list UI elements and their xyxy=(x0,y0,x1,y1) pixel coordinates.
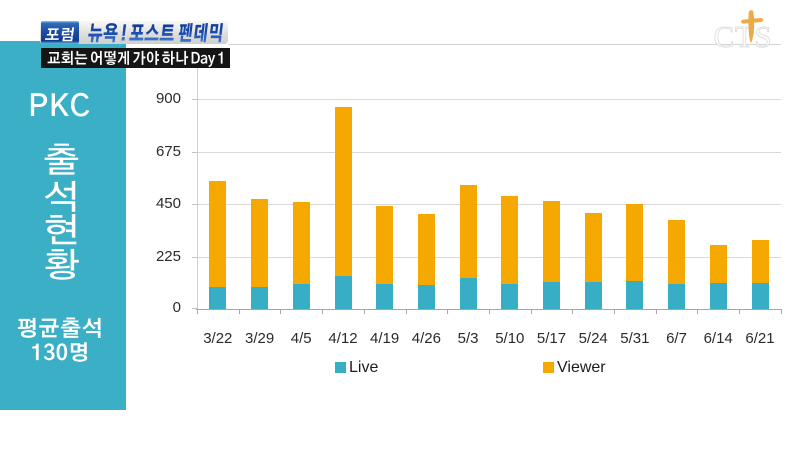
svg-text:C: C xyxy=(714,19,735,54)
svg-text:S: S xyxy=(755,19,772,54)
